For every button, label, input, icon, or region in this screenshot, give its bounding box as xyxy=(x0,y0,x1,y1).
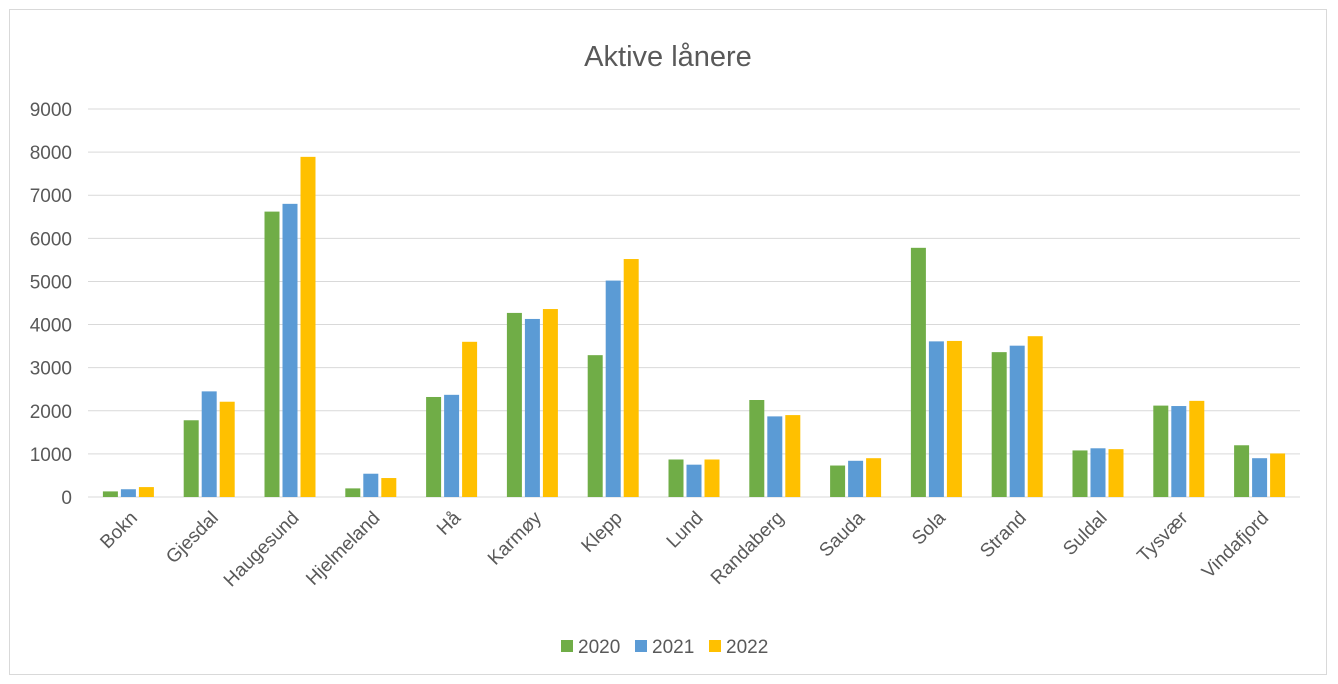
chart-area xyxy=(9,9,1327,675)
bar-2021-bokn xyxy=(120,489,136,497)
bar-2021-sauda xyxy=(848,460,864,497)
y-tick-label: 1000 xyxy=(30,445,72,466)
bar-2021-sola xyxy=(928,341,944,497)
x-tick-label: Gjesdal xyxy=(162,508,222,568)
bar-2020-tysvær xyxy=(1153,405,1169,497)
x-tick-label: Suldal xyxy=(1059,508,1111,560)
bar-2020-hjelmeland xyxy=(345,488,361,497)
x-tick-label: Sauda xyxy=(815,507,869,561)
bar-2020-hå xyxy=(426,396,442,497)
bar-2022-karmøy xyxy=(542,309,558,497)
bar-2022-suldal xyxy=(1108,449,1124,497)
bar-2021-klepp xyxy=(605,280,621,497)
y-tick-label: 2000 xyxy=(30,402,72,423)
y-axis: 0 1000 2000 3000 4000 5000 6000 7000 8000 9000 xyxy=(30,100,72,509)
bar-2022-sauda xyxy=(866,458,882,497)
x-tick-label: Strand xyxy=(976,508,1030,562)
x-tick-label: Haugesund xyxy=(220,508,304,592)
bars xyxy=(102,156,1286,498)
bar-2021-strand xyxy=(1009,345,1025,497)
x-tick-label: Hå xyxy=(433,507,465,539)
legend-label: 2021 xyxy=(652,637,694,658)
bar-2020-sauda xyxy=(830,465,846,497)
y-tick-label: 0 xyxy=(61,488,72,509)
x-tick-label: Klepp xyxy=(578,508,627,557)
bar-2022-randaberg xyxy=(785,415,801,497)
bar-2020-strand xyxy=(991,352,1007,497)
bar-2022-hå xyxy=(462,341,478,497)
bar-2020-haugesund xyxy=(264,211,280,498)
bar-2020-randaberg xyxy=(749,400,765,497)
y-tick-label: 7000 xyxy=(30,186,72,207)
legend-swatch-2022 xyxy=(709,640,721,652)
bar-2022-klepp xyxy=(623,259,639,497)
y-tick-label: 9000 xyxy=(30,100,72,121)
bar-2020-karmøy xyxy=(506,312,522,497)
bar-2021-karmøy xyxy=(524,318,540,497)
bar-2021-hjelmeland xyxy=(363,473,379,497)
bar-2021-randaberg xyxy=(767,416,783,497)
bar-2020-bokn xyxy=(102,491,118,497)
legend-swatch-2020 xyxy=(561,640,573,652)
y-tick-label: 3000 xyxy=(30,359,72,380)
y-tick-label: 6000 xyxy=(30,229,72,250)
bar-2022-bokn xyxy=(138,487,154,497)
bar-2022-hjelmeland xyxy=(381,478,397,497)
bar-2020-gjesdal xyxy=(183,420,199,497)
bar-2021-haugesund xyxy=(282,203,298,497)
x-tick-label: Bokn xyxy=(96,508,141,553)
x-tick-label: Karmøy xyxy=(484,507,546,569)
bar-2021-gjesdal xyxy=(201,391,217,497)
bar-2021-vindafjord xyxy=(1252,458,1268,497)
legend-swatch-2021 xyxy=(635,640,647,652)
x-tick-label: Sola xyxy=(908,507,950,549)
bar-2022-vindafjord xyxy=(1270,453,1286,497)
bar-2021-lund xyxy=(686,464,702,497)
bar-2022-lund xyxy=(704,459,720,497)
bar-2020-lund xyxy=(668,459,684,497)
bar-2021-suldal xyxy=(1090,448,1106,497)
y-tick-label: 4000 xyxy=(30,316,72,337)
x-tick-label: Randaberg xyxy=(707,508,788,589)
bar-2020-suldal xyxy=(1072,450,1088,497)
legend-label: 2022 xyxy=(726,637,768,658)
bar-2020-sola xyxy=(910,247,926,497)
x-tick-label: Lund xyxy=(663,508,708,553)
bar-2020-klepp xyxy=(587,355,603,497)
bar-2022-strand xyxy=(1027,336,1043,497)
x-tick-label: Hjelmeland xyxy=(302,508,384,590)
bar-2022-gjesdal xyxy=(219,401,235,497)
bar-2022-haugesund xyxy=(300,156,316,497)
bar-2022-tysvær xyxy=(1189,400,1205,497)
legend-label: 2020 xyxy=(578,637,620,658)
y-tick-label: 5000 xyxy=(30,272,72,293)
y-tick-label: 8000 xyxy=(30,143,72,164)
legend: 2020 2021 2022 xyxy=(561,637,768,658)
chart-title: Aktive lånere xyxy=(584,41,752,73)
x-tick-label: Vindafjord xyxy=(1198,508,1273,583)
bar-2022-sola xyxy=(946,340,962,497)
bar-2021-tysvær xyxy=(1171,406,1187,497)
bar-2020-vindafjord xyxy=(1234,445,1250,497)
bar-2021-hå xyxy=(444,394,460,497)
x-tick-label: Tysvær xyxy=(1133,507,1192,566)
